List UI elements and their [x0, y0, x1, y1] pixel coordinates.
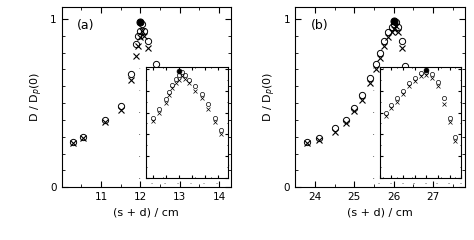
Text: (b): (b) [310, 19, 328, 32]
Text: (a): (a) [77, 19, 94, 32]
X-axis label: (s + d) / cm: (s + d) / cm [113, 208, 179, 218]
Y-axis label: D / D$_p$(0): D / D$_p$(0) [262, 72, 278, 122]
X-axis label: (s + d) / cm: (s + d) / cm [347, 208, 413, 218]
Y-axis label: D / D$_p$(0): D / D$_p$(0) [28, 72, 45, 122]
